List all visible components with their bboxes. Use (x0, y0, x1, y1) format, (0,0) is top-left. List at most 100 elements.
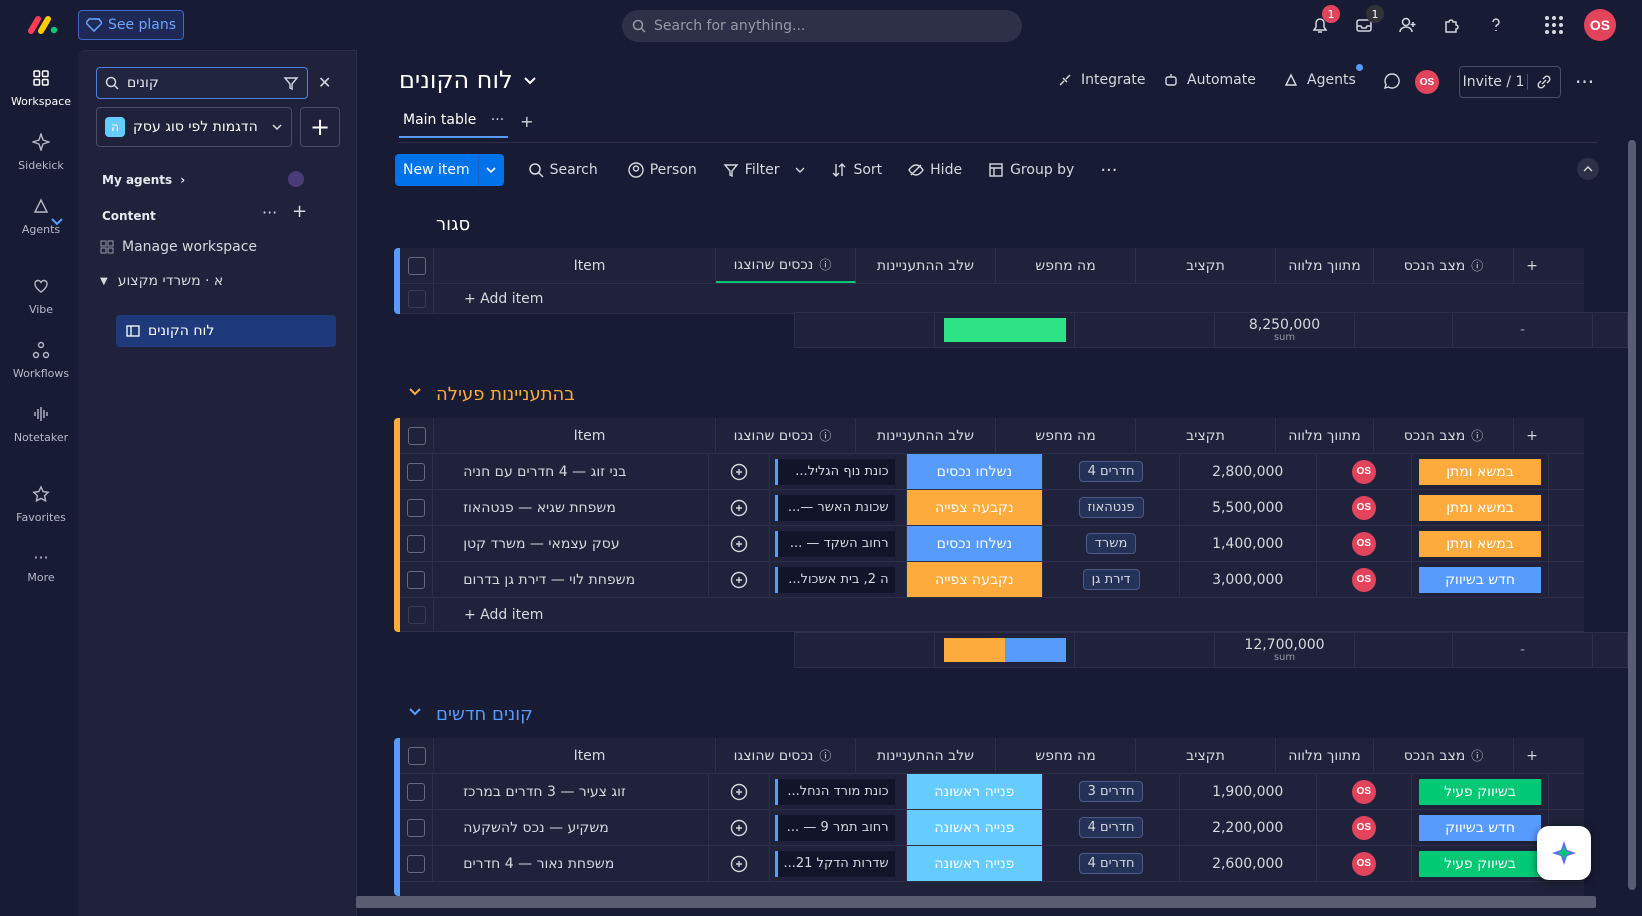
table-row[interactable]: משפחת נאור — 4 חדרים ...שדרות הדקל 21 פנ… (400, 846, 1584, 882)
broker-cell[interactable]: OS (1317, 846, 1413, 881)
status-cell[interactable]: בשיווק פעיל (1412, 774, 1549, 809)
filter-icon[interactable] (283, 75, 299, 91)
ai-assistant-button[interactable] (1537, 826, 1591, 880)
toolbar-more-icon[interactable]: ··· (1100, 159, 1118, 181)
workspace-selector[interactable]: ה הדגמות לפי סוג עסק (96, 107, 292, 147)
column-header-budget[interactable]: תקציב (1136, 738, 1276, 773)
column-header-looking[interactable]: מה מחפש (996, 418, 1136, 453)
table-row[interactable]: משקיע — נכס להשקעה ... — רחוב תמר 9 פניי… (400, 810, 1584, 846)
group-toggle-active[interactable] (408, 384, 422, 398)
looking-cell[interactable]: משרד (1043, 526, 1180, 561)
user-avatar[interactable]: OS (1584, 9, 1616, 41)
info-icon[interactable]: ⓘ (1471, 749, 1484, 763)
inbox-icon[interactable]: 1 (1352, 5, 1384, 37)
assets-cell[interactable]: ...שדרות הדקל 21 (770, 846, 907, 881)
status-cell[interactable]: בשיווק פעיל (1412, 846, 1549, 881)
add-update-icon[interactable] (709, 846, 770, 881)
add-item-input[interactable]: + Add item (464, 290, 544, 307)
row-checkbox[interactable] (400, 562, 434, 597)
table-row[interactable]: זוג צעיר — 3 חדרים במרכז ...כונת מורד הנ… (400, 774, 1584, 810)
broker-cell[interactable]: OS (1317, 562, 1413, 597)
column-header-looking[interactable]: מה מחפש (996, 248, 1136, 283)
stage-cell[interactable]: נשלחו נכסים (906, 526, 1044, 561)
broker-cell[interactable]: OS (1317, 490, 1413, 525)
my-agents-row[interactable]: My agents › (102, 173, 185, 187)
stage-cell[interactable]: נקבעה צפייה (906, 490, 1044, 525)
budget-cell[interactable]: 5,500,000 (1180, 490, 1317, 525)
add-update-icon[interactable] (709, 490, 770, 525)
column-header-budget[interactable]: תקציב (1136, 418, 1276, 453)
collapse-toolbar-icon[interactable] (1577, 158, 1599, 180)
add-column-icon[interactable]: + (1526, 427, 1538, 444)
toolbar-hide-button[interactable]: Hide (908, 162, 962, 178)
row-checkbox[interactable] (400, 526, 434, 561)
table-row[interactable]: משפחת שגיא — פנטהאוז ...— שכונת האשר נקב… (400, 490, 1584, 526)
agents-button[interactable]: Agents (1283, 72, 1356, 88)
tab-options-icon[interactable]: ··· (490, 112, 505, 128)
help-icon[interactable] (1484, 13, 1508, 37)
add-column-icon[interactable]: + (1526, 747, 1538, 764)
add-workspace-item-button[interactable]: + (300, 107, 340, 147)
sidebar-board-link[interactable]: לוח הקונים (116, 315, 336, 347)
board-title[interactable]: לוח הקונים (399, 66, 537, 94)
column-header-item[interactable]: Item (434, 418, 716, 453)
stage-cell[interactable]: נקבעה צפייה (906, 562, 1044, 597)
toolbar-person-button[interactable]: Person (628, 162, 697, 178)
group-name[interactable]: סגור (436, 214, 471, 235)
looking-cell[interactable]: פנטהאוז (1043, 490, 1180, 525)
assets-cell[interactable]: ...— שכונת האשר (770, 490, 907, 525)
budget-cell[interactable]: 2,600,000 (1180, 846, 1317, 881)
board-more-icon[interactable]: ··· (1575, 70, 1595, 94)
status-cell[interactable]: חדש בשיווק (1412, 810, 1549, 845)
more-options-icon[interactable]: ··· (262, 203, 278, 222)
invite-button[interactable]: Invite / 1 (1459, 66, 1561, 98)
looking-cell[interactable]: דירת גן (1043, 562, 1180, 597)
manage-workspace-link[interactable]: Manage workspace (100, 239, 257, 255)
add-column-icon[interactable]: + (1526, 257, 1538, 274)
broker-cell[interactable]: OS (1317, 454, 1413, 489)
row-checkbox[interactable] (400, 454, 434, 489)
monday-logo[interactable] (28, 14, 58, 34)
table-row[interactable]: משפחת לוי — דירת גן בדרום ...ה 2, בית אש… (400, 562, 1584, 598)
budget-cell[interactable]: 1,400,000 (1180, 526, 1317, 561)
column-header-item[interactable]: Item (434, 738, 716, 773)
stage-cell[interactable]: פנייה ראשונה (906, 810, 1044, 845)
column-header-budget[interactable]: תקציב (1136, 248, 1276, 283)
item-name[interactable]: עסק עצמאי — משרד קטן (433, 526, 710, 561)
rail-item-workflows[interactable]: Workflows (4, 332, 78, 388)
board-member-avatar[interactable]: OS (1415, 70, 1439, 94)
add-item-input[interactable]: + Add item (464, 606, 544, 623)
toolbar-group-by-button[interactable]: Group by (988, 162, 1074, 178)
rail-item-agents[interactable]: Agents (4, 188, 78, 244)
table-row[interactable]: בני זוג — 4 חדרים עם חניה ...כונת נוף הג… (400, 454, 1584, 490)
looking-cell[interactable]: 3 חדרים (1043, 774, 1180, 809)
assets-cell[interactable]: ... — רחוב השקד (770, 526, 907, 561)
assets-cell[interactable]: ...כונת נוף הגליל (770, 454, 907, 489)
rail-item-more[interactable]: ··· More (4, 540, 78, 596)
stage-cell[interactable]: פנייה ראשונה (906, 846, 1044, 881)
info-icon[interactable]: ⓘ (819, 258, 832, 272)
group-toggle-new[interactable] (408, 704, 422, 718)
row-checkbox[interactable] (400, 490, 434, 525)
budget-cell[interactable]: 2,200,000 (1180, 810, 1317, 845)
item-name[interactable]: משפחת לוי — דירת גן בדרום (433, 562, 710, 597)
new-item-button[interactable]: New item (395, 154, 504, 186)
add-content-icon[interactable]: + (292, 201, 308, 222)
looking-cell[interactable]: 4 חדרים (1043, 810, 1180, 845)
link-icon[interactable] (1528, 74, 1560, 90)
item-name[interactable]: זוג צעיר — 3 חדרים במרכז (433, 774, 710, 809)
budget-cell[interactable]: 2,800,000 (1180, 454, 1317, 489)
add-update-icon[interactable] (709, 774, 770, 809)
item-name[interactable]: משפחת נאור — 4 חדרים (433, 846, 710, 881)
rail-item-workspace[interactable]: Workspace (4, 60, 78, 116)
table-row[interactable]: עסק עצמאי — משרד קטן ... — רחוב השקד נשל… (400, 526, 1584, 562)
automate-button[interactable]: Automate (1163, 72, 1256, 88)
folder-row[interactable]: ▼ א · משרדי מקצוע (100, 273, 223, 289)
assets-cell[interactable]: ...ה 2, בית אשכול (770, 562, 907, 597)
select-all-checkbox[interactable] (400, 418, 434, 453)
broker-cell[interactable]: OS (1317, 774, 1413, 809)
column-header-broker[interactable]: מתווך מלווה (1276, 738, 1374, 773)
item-name[interactable]: משקיע — נכס להשקעה (433, 810, 710, 845)
app-launcher-icon[interactable] (1542, 13, 1566, 37)
group-name[interactable]: קונים חדשים (436, 704, 533, 725)
